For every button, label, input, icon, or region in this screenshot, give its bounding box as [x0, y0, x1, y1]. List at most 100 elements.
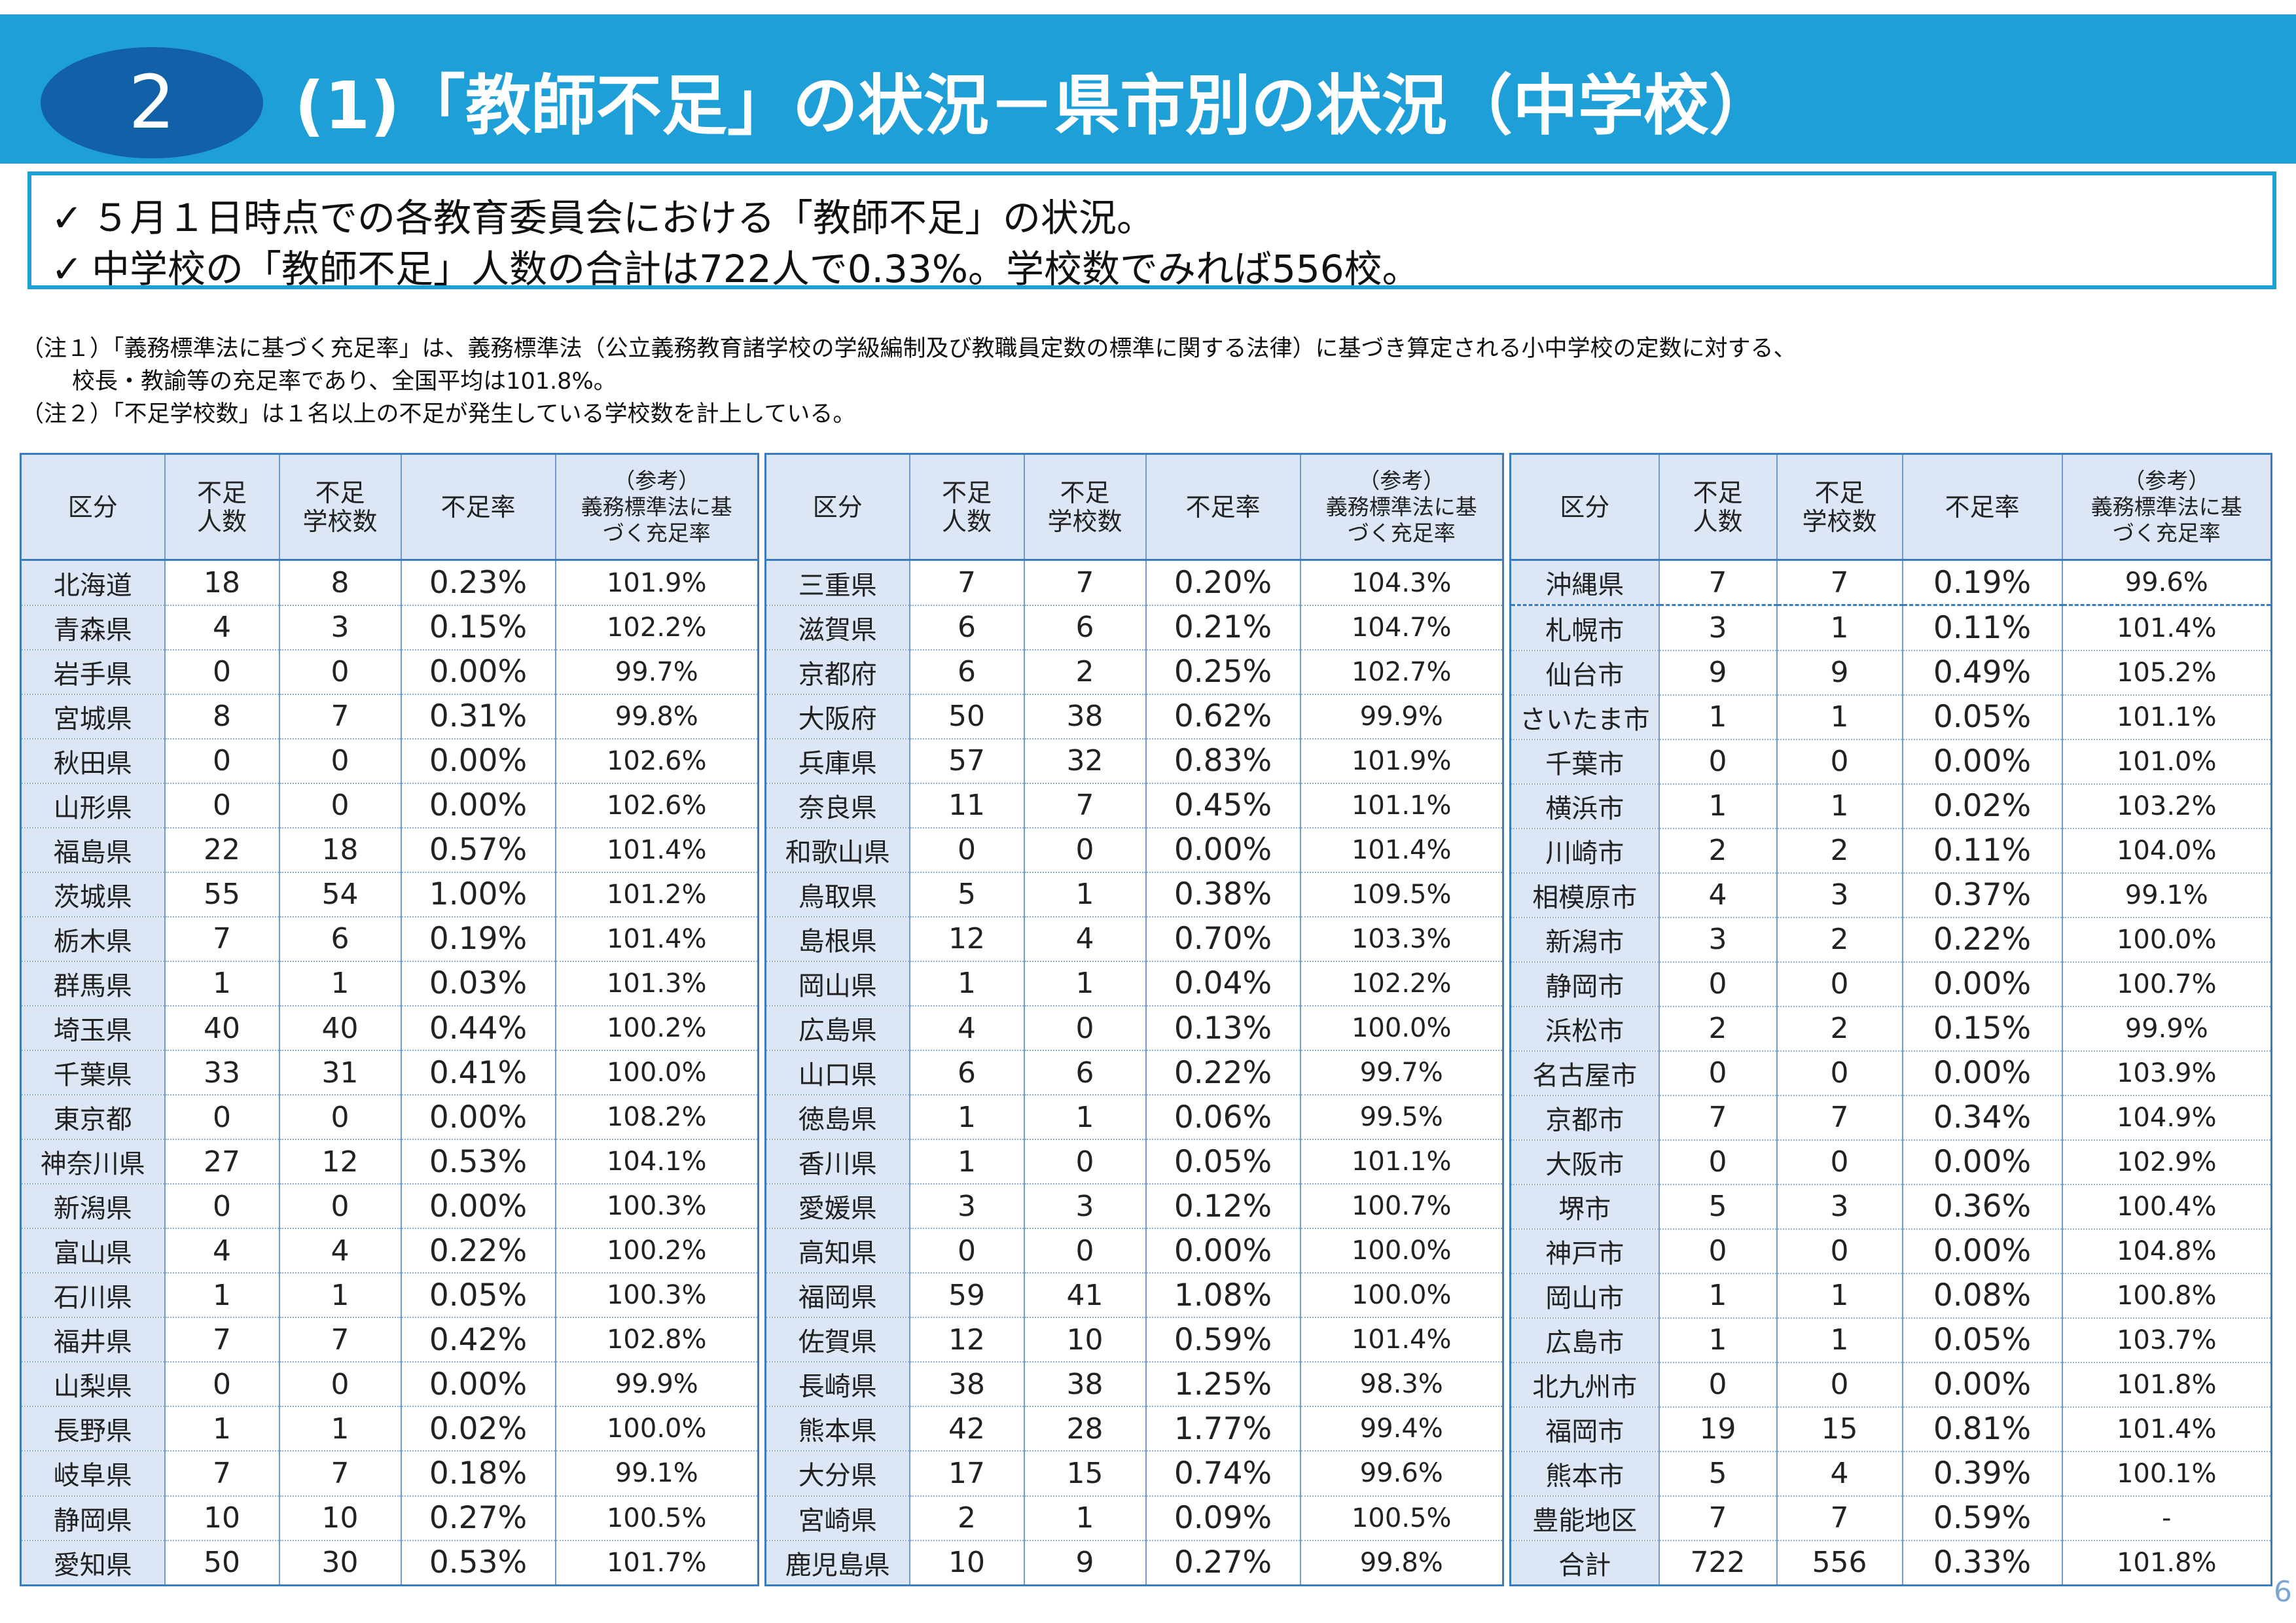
table-row: 石川県 1 1 0.05% 100.3%: [20, 1273, 759, 1319]
row-name: 相模原市: [1510, 872, 1660, 918]
table-row: 和歌山県 0 0 0.00% 101.4%: [765, 827, 1504, 873]
table-row: 埼玉県 40 40 0.44% 100.2%: [20, 1006, 759, 1052]
row-people: 7: [1659, 1495, 1778, 1541]
row-name: 静岡県: [20, 1495, 166, 1541]
row-schools: 1: [279, 1273, 402, 1319]
row-rate: 0.12%: [1145, 1184, 1301, 1230]
row-rate: 0.18%: [401, 1451, 556, 1497]
row-reference-rate: 101.4%: [555, 827, 759, 873]
header-shortage-schools: 不足 学校数: [1024, 454, 1147, 562]
row-reference-rate: 100.2%: [555, 1006, 759, 1052]
row-people: 4: [164, 1228, 280, 1274]
table-row: 青森県 4 3 0.15% 102.2%: [20, 605, 759, 651]
row-schools: 10: [279, 1495, 402, 1541]
row-rate: 0.00%: [1902, 1362, 2063, 1408]
row-reference-rate: 101.0%: [2062, 739, 2272, 785]
row-name: 愛知県: [20, 1540, 166, 1586]
row-rate: 0.03%: [401, 961, 556, 1007]
row-rate: 0.31%: [401, 694, 556, 740]
row-people: 1: [909, 1095, 1025, 1141]
row-name: 大阪市: [1510, 1139, 1660, 1185]
row-rate: 0.05%: [1145, 1139, 1301, 1185]
row-schools: 9: [1024, 1540, 1147, 1586]
row-rate: 0.74%: [1145, 1451, 1301, 1497]
row-schools: 12: [279, 1139, 402, 1185]
row-reference-rate: 101.8%: [2062, 1540, 2272, 1586]
row-rate: 0.00%: [1902, 1050, 2063, 1096]
note-1-cont: 校長・教諭等の充足率であり、全国平均は101.8%。: [72, 368, 617, 395]
row-rate: 0.38%: [1145, 872, 1301, 918]
table-row: 高知県 0 0 0.00% 100.0%: [765, 1228, 1504, 1274]
table-row: 大阪府 50 38 0.62% 99.9%: [765, 694, 1504, 740]
row-people: 6: [909, 649, 1025, 695]
row-reference-rate: 99.6%: [1300, 1451, 1504, 1497]
row-people: 7: [1659, 560, 1778, 606]
row-rate: 0.25%: [1145, 649, 1301, 695]
table-row: 岐阜県 7 7 0.18% 99.1%: [20, 1451, 759, 1497]
row-name: 合計: [1510, 1540, 1660, 1586]
row-reference-rate: 103.2%: [2062, 783, 2272, 829]
section-number-badge: 2: [41, 47, 263, 158]
row-people: 27: [164, 1139, 280, 1185]
row-name: 栃木県: [20, 916, 166, 962]
row-people: 7: [164, 916, 280, 962]
row-reference-rate: 103.3%: [1300, 916, 1504, 962]
row-rate: 0.00%: [401, 1184, 556, 1230]
row-name: 東京都: [20, 1095, 166, 1141]
table-row: 岡山市 1 1 0.08% 100.8%: [1510, 1273, 2272, 1319]
row-name: 長野県: [20, 1406, 166, 1452]
row-people: 5: [1659, 1451, 1778, 1497]
row-name: 鹿児島県: [765, 1540, 910, 1586]
row-reference-rate: 108.2%: [555, 1095, 759, 1141]
row-reference-rate: 100.2%: [555, 1228, 759, 1274]
row-schools: 38: [1024, 694, 1147, 740]
row-reference-rate: 101.2%: [555, 872, 759, 918]
row-schools: 1: [1024, 872, 1147, 918]
row-reference-rate: 99.8%: [555, 694, 759, 740]
row-reference-rate: 104.0%: [2062, 828, 2272, 874]
row-schools: 18: [279, 827, 402, 873]
row-reference-rate: 100.5%: [555, 1495, 759, 1541]
row-rate: 0.00%: [401, 783, 556, 829]
row-name: 島根県: [765, 916, 910, 962]
row-name: 熊本市: [1510, 1451, 1660, 1497]
row-people: 4: [1659, 872, 1778, 918]
row-rate: 0.19%: [1902, 560, 2063, 606]
row-reference-rate: 104.1%: [555, 1139, 759, 1185]
row-people: 7: [1659, 1095, 1778, 1141]
row-people: 0: [164, 649, 280, 695]
row-people: 19: [1659, 1406, 1778, 1452]
table-row: 相模原市 4 3 0.37% 99.1%: [1510, 872, 2272, 918]
table-row: 大阪市 0 0 0.00% 102.9%: [1510, 1139, 2272, 1185]
row-rate: 0.27%: [1145, 1540, 1301, 1586]
row-name: さいたま市: [1510, 694, 1660, 740]
row-people: 55: [164, 872, 280, 918]
row-people: 0: [909, 827, 1025, 873]
row-name: 長崎県: [765, 1362, 910, 1408]
row-reference-rate: 102.6%: [555, 783, 759, 829]
data-tables: 区分 不足 人数 不足 学校数 不足率 （参考） 義務標準法に基 づく充足率 北海道 18 8 0.23…: [20, 453, 2272, 1586]
header-shortage-people: 不足 人数: [1659, 454, 1778, 562]
table-row: 広島県 4 0 0.13% 100.0%: [765, 1006, 1504, 1052]
row-rate: 1.00%: [401, 872, 556, 918]
header-shortage-rate: 不足率: [1902, 454, 2063, 562]
row-reference-rate: 99.9%: [555, 1362, 759, 1408]
row-schools: 0: [1776, 1362, 1903, 1408]
row-name: 広島県: [765, 1006, 910, 1052]
row-reference-rate: 102.7%: [1300, 649, 1504, 695]
row-name: 三重県: [765, 560, 910, 606]
row-reference-rate: 105.2%: [2062, 650, 2272, 696]
row-schools: 0: [1776, 1050, 1903, 1096]
page-title: (1)「教師不足」の状況－県市別の状況（中学校）: [295, 67, 1774, 144]
row-reference-rate: 100.0%: [555, 1050, 759, 1096]
row-reference-rate: 100.0%: [2062, 917, 2272, 963]
row-reference-rate: 101.1%: [1300, 1139, 1504, 1185]
header-shortage-rate: 不足率: [401, 454, 556, 562]
table-row: 山形県 0 0 0.00% 102.6%: [20, 783, 759, 829]
row-name: 福井県: [20, 1317, 166, 1363]
row-rate: 0.83%: [1145, 738, 1301, 784]
row-people: 7: [164, 1451, 280, 1497]
row-rate: 0.53%: [401, 1540, 556, 1586]
row-rate: 0.33%: [1902, 1540, 2063, 1586]
row-rate: 0.23%: [401, 560, 556, 606]
